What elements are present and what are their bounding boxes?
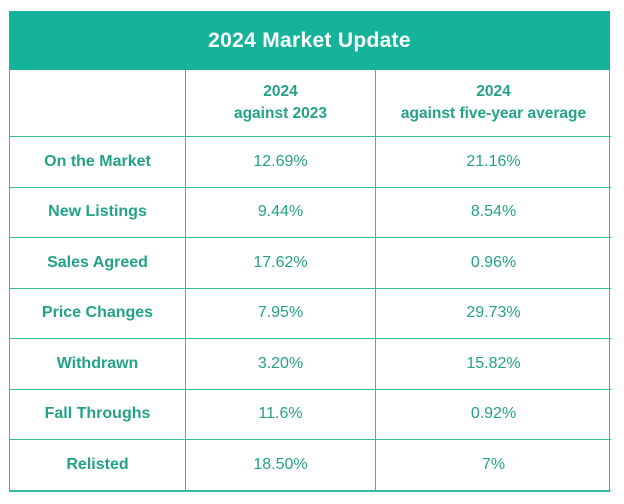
- data-grid: 2024 against 2023 2024 against five-year…: [9, 70, 611, 492]
- header-vs5yr-line1: 2024: [476, 83, 511, 101]
- value-price-changes-vs5yr: 29.73%: [376, 289, 611, 339]
- value-sales-agreed-vs5yr: 0.96%: [376, 238, 611, 289]
- value-relisted-vs2023: 18.50%: [186, 440, 376, 491]
- header-cell-empty: [10, 70, 186, 137]
- header-cell-vs5yr: 2024 against five-year average: [376, 70, 611, 137]
- value-new-listings-vs2023: 9.44%: [186, 187, 376, 238]
- row-label-new-listings: New Listings: [10, 187, 186, 238]
- header-cell-vs2023: 2024 against 2023: [186, 70, 376, 137]
- value-new-listings-vs5yr: 8.54%: [376, 188, 611, 238]
- table-title-banner: 2024 Market Update: [9, 11, 610, 70]
- header-vs5yr-line2: against five-year average: [400, 105, 587, 122]
- value-withdrawn-vs2023: 3.20%: [186, 339, 376, 390]
- row-label-relisted: Relisted: [10, 440, 186, 491]
- value-fall-throughs-vs5yr: 0.92%: [376, 390, 611, 440]
- value-price-changes-vs2023: 7.95%: [186, 288, 376, 339]
- value-on-the-market-vs2023: 12.69%: [186, 137, 376, 188]
- row-label-withdrawn: Withdrawn: [10, 339, 186, 390]
- header-vs2023-line1: 2024: [263, 83, 298, 101]
- value-on-the-market-vs5yr: 21.16%: [376, 137, 611, 188]
- page-title: 2024 Market Update: [208, 28, 411, 52]
- value-relisted-vs5yr: 7%: [376, 440, 611, 491]
- header-vs2023-line2: against 2023: [233, 105, 328, 122]
- market-update-table: 2024 Market Update 2024 against 2023 202…: [9, 11, 611, 492]
- value-withdrawn-vs5yr: 15.82%: [376, 339, 611, 390]
- value-fall-throughs-vs2023: 11.6%: [186, 389, 376, 440]
- row-label-price-changes: Price Changes: [10, 288, 186, 339]
- row-label-sales-agreed: Sales Agreed: [10, 238, 186, 289]
- row-label-fall-throughs: Fall Throughs: [10, 389, 186, 440]
- value-sales-agreed-vs2023: 17.62%: [186, 238, 376, 289]
- row-label-on-the-market: On the Market: [10, 137, 186, 188]
